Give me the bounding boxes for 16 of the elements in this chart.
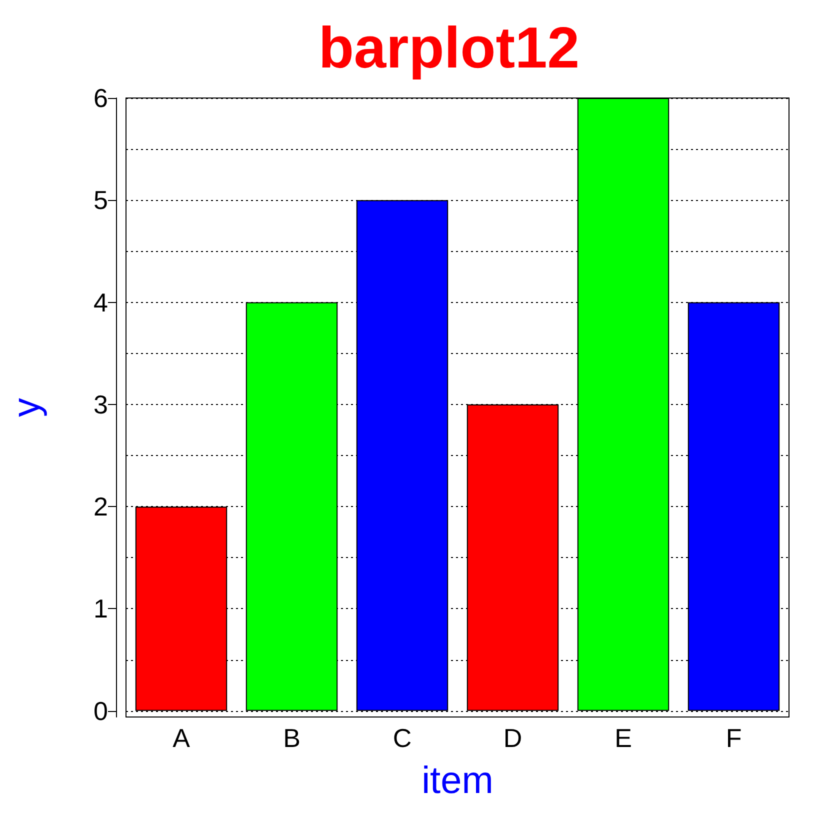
x-axis-title: item [422,760,494,802]
y-tick-label: 2 [94,492,108,522]
x-tick-label: F [726,723,742,753]
chart-title: barplot12 [318,16,580,80]
y-tick-label: 1 [94,594,108,624]
x-tick-label: B [283,723,300,753]
x-tick-label: D [503,723,522,753]
y-tick-label: 5 [94,185,108,216]
y-tick-label: 6 [94,83,108,113]
x-tick-label: C [392,723,412,753]
x-tick-label: A [172,723,191,753]
y-axis-title: y [6,398,48,417]
x-tick-label: E [614,723,632,753]
y-tick-label: 0 [94,696,108,726]
y-tick-label: 4 [94,287,108,318]
y-tick-label: 3 [94,389,108,420]
